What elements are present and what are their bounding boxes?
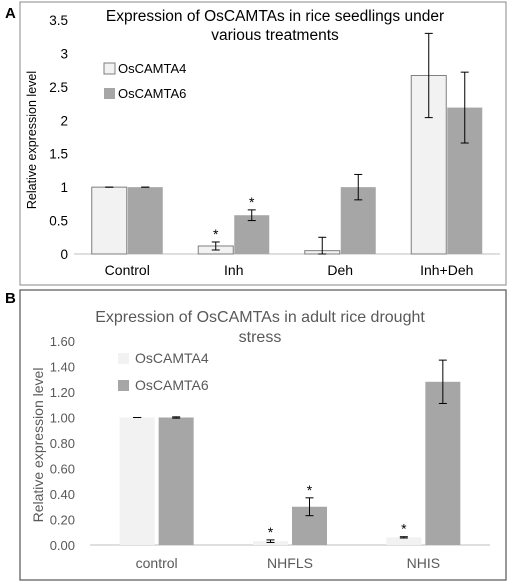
bar-oscamta6-inh: [234, 215, 270, 254]
x-tick-label: Control: [105, 262, 150, 278]
panel-b-frame: [19, 289, 507, 581]
panel-a-frame: [19, 1, 507, 286]
chart-a-x-labels: Control Inh Deh Inh+Deh: [105, 262, 474, 278]
y-tick-label: 0.60: [50, 462, 75, 477]
y-tick-label: 0: [60, 247, 68, 262]
bar-oscamta4-control: [119, 417, 155, 545]
y-tick-label: 0.00: [50, 538, 75, 553]
legend-b-swatch-oscamta4: [118, 353, 129, 364]
bar-oscamta6-control: [158, 417, 194, 545]
bar-oscamta6-nhis: [425, 381, 461, 545]
y-tick-label: 1.20: [50, 385, 75, 400]
legend-a-swatch-oscamta6: [104, 88, 115, 99]
significance-asterisk: *: [307, 482, 313, 498]
chart-a-title-line-2: various treatments: [211, 27, 339, 44]
x-tick-label: Deh: [327, 262, 353, 278]
chart-b-ylabel: Relative expression level: [30, 368, 46, 523]
chart-a-bars: **: [91, 32, 483, 255]
y-tick-label: 0.5: [49, 214, 68, 229]
x-tick-label: NHIS: [407, 555, 440, 571]
chart-b-y-ticks: 0.00 0.20 0.40 0.60 0.80 1.00 1.20 1.40 1.60: [50, 334, 75, 553]
y-tick-label: 1.5: [49, 147, 68, 162]
chart-b-title-line-1: Expression of OsCAMTAs in adult rice dro…: [95, 309, 425, 326]
chart-a-ylabel: Relative expression level: [25, 71, 39, 209]
bar-oscamta6-control: [127, 187, 163, 254]
legend-a-label-oscamta6: OsCAMTA6: [118, 86, 186, 101]
y-tick-label: 0.80: [50, 436, 75, 451]
chart-a-title-line-1: Expression of OsCAMTAs in rice seedlings…: [106, 8, 444, 25]
chart-a-y-ticks: 0 0.5 1 1.5 2 2.5 3 3.5: [49, 13, 68, 262]
legend-b-label-oscamta4: OsCAMTA4: [135, 350, 209, 366]
y-tick-label: 1: [60, 180, 68, 195]
y-tick-label: 3: [60, 46, 68, 61]
y-tick-label: 3.5: [49, 13, 68, 28]
chart-b-bars: * * *: [119, 359, 461, 545]
panel-label-b: B: [5, 290, 16, 307]
legend-a-swatch-oscamta4: [103, 62, 116, 75]
significance-asterisk: *: [401, 521, 407, 537]
x-tick-label: NHFLS: [267, 555, 313, 571]
panel-b: B Expression of OsCAMTAs in adult rice d…: [5, 289, 507, 581]
legend-b-label-oscamta6: OsCAMTA6: [135, 377, 209, 393]
significance-asterisk: *: [268, 524, 274, 540]
legend-a-label-oscamta4: OsCAMTA4: [118, 61, 186, 76]
panel-a: A Expression of OsCAMTAs in rice seedlin…: [5, 1, 507, 286]
chart-b-title-line-2: stress: [239, 329, 282, 346]
x-tick-label: Inh: [224, 262, 243, 278]
y-tick-label: 1.60: [50, 334, 75, 349]
chart-a-legend: OsCAMTA4 OsCAMTA6: [103, 61, 186, 101]
chart-b-legend: OsCAMTA4 OsCAMTA6: [118, 350, 209, 393]
y-tick-label: 1.40: [50, 360, 75, 375]
significance-asterisk: *: [213, 226, 219, 242]
significance-asterisk: *: [249, 194, 255, 210]
bar-oscamta4-control: [91, 186, 128, 255]
y-tick-label: 2.5: [49, 80, 68, 95]
y-tick-label: 1.00: [50, 411, 75, 426]
legend-b-swatch-oscamta6: [118, 380, 129, 391]
y-tick-label: 2: [60, 113, 68, 128]
y-tick-label: 0.40: [50, 487, 75, 502]
bar-oscamta4-nhfls: [253, 541, 288, 545]
panel-label-a: A: [5, 5, 16, 22]
x-tick-label: control: [136, 555, 178, 571]
y-tick-label: 0.20: [50, 513, 75, 528]
x-tick-label: Inh+Deh: [420, 262, 473, 278]
chart-b-x-labels: control NHFLS NHIS: [136, 555, 440, 571]
bar-oscamta4-nhis: [386, 537, 422, 545]
